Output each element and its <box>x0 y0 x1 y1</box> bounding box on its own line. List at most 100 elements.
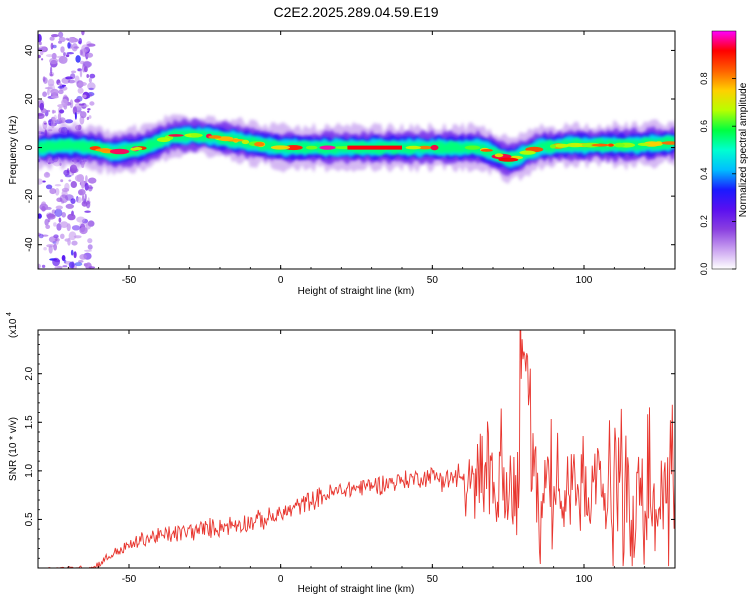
colorbar-tick-label: 0.0 <box>699 263 709 276</box>
spectrogram-noise-blob <box>42 120 48 130</box>
spectrogram-peak <box>614 142 625 148</box>
spectrogram-noise-blob <box>78 190 83 196</box>
spectrogram-noise-blob <box>74 112 77 120</box>
spectrogram-noise-blob <box>58 82 61 85</box>
spectrogram-peak <box>549 144 557 149</box>
y-tick-label: 20 <box>24 93 35 105</box>
spectrogram-noise-blob <box>45 224 51 229</box>
spectrogram-noise-blob <box>58 57 64 63</box>
y-tick-label: 1.5 <box>24 415 35 429</box>
spectrogram-noise-blob <box>57 85 65 89</box>
chart-title: C2E2.2025.289.04.59.E19 <box>273 4 438 20</box>
y-tick-label: 0 <box>24 144 35 150</box>
x-tick-label: 100 <box>576 275 593 286</box>
x-tick-label: 0 <box>278 574 284 585</box>
spectrogram-noise-blob <box>50 42 54 50</box>
spectrogram-noise-blob <box>45 184 53 190</box>
colorbar: 0.0 0.2 0.4 0.6 0.8 Normalized spectral ampl… <box>699 30 749 276</box>
spectrogram-noise-blob <box>86 93 93 98</box>
spectrogram-noise-blob <box>46 54 54 58</box>
spectrogram-noise-blob <box>88 266 96 269</box>
spectrogram-noise-blob <box>38 233 44 239</box>
spectrogram-noise-blob <box>47 88 50 96</box>
spectrogram-noise-blob <box>38 213 42 219</box>
spectrogram-noise-blob <box>68 37 76 43</box>
spectrogram-noise-blob <box>49 73 53 77</box>
spectrogram-noise-blob <box>88 87 94 90</box>
spectrogram-noise-blob <box>42 91 47 97</box>
spectrogram-noise-blob <box>62 265 68 268</box>
spectrogram-noise-blob <box>88 77 92 83</box>
spectrogram-panel: -50 0 50 100 -40 -20 0 20 40 Height of straight… <box>8 30 676 297</box>
spectrogram-peak <box>218 136 234 142</box>
spectrogram-noise-blob <box>70 198 76 205</box>
spectrogram-noise-blob <box>61 98 68 107</box>
spectrogram-noise-blob <box>39 102 44 111</box>
spectrogram-noise-blob <box>78 103 85 106</box>
spectrogram-noise-blob <box>71 70 77 74</box>
spectrogram-noise-blob <box>86 43 96 47</box>
spectrogram-strong-segment <box>347 145 402 150</box>
spectrogram-noise-blob <box>63 52 66 57</box>
spectrogram-noise-blob <box>47 109 51 113</box>
snr-y-multiplier-base: (x10 <box>8 318 19 338</box>
spectrogram-peak <box>480 149 493 152</box>
spectrogram-noise-blob <box>42 180 46 183</box>
x-tick-label: 50 <box>427 574 439 585</box>
spectrogram-peak <box>519 150 536 155</box>
spectrogram-noise-blob <box>70 181 78 188</box>
y-tick-label: -40 <box>24 237 35 252</box>
spectrogram-noise-blob <box>70 73 76 80</box>
spectrogram-noise-blob <box>53 222 57 227</box>
spectrogram-noise-blob <box>51 52 57 60</box>
spectrogram-noise-blob <box>59 117 66 124</box>
spectrogram-noise-blob <box>38 263 41 269</box>
spectrogram-noise-blob <box>84 182 89 191</box>
spectrogram-noise-blob <box>47 78 55 87</box>
spectrogram-peak <box>168 134 184 137</box>
spectrogram-noise-blob <box>50 95 59 99</box>
spectrogram-noise-blob <box>44 218 49 226</box>
colorbar-tick-label: 0.8 <box>699 72 709 85</box>
spectrogram-noise-blob <box>77 81 87 87</box>
spectrogram-noise-blob <box>64 238 70 242</box>
spectrogram-peak <box>270 145 290 150</box>
spectrogram-noise-blob <box>81 44 90 53</box>
spectrogram-noise-blob <box>67 79 76 84</box>
spectrogram-noise-blob <box>38 34 42 43</box>
spectrogram-noise-blob <box>51 34 59 38</box>
spectrogram-noise-blob <box>81 201 88 207</box>
spectrogram-noise-blob <box>61 255 66 261</box>
spectrogram-peak <box>95 148 112 152</box>
spectrogram-noise-blob <box>53 243 57 251</box>
spectrogram-x-ticks: -50 0 50 100 <box>37 31 676 286</box>
spectrogram-noise-blob <box>87 82 96 91</box>
spectrogram-noise-blob <box>49 57 59 65</box>
snr-y-multiplier-exponent: 4 <box>6 312 13 316</box>
x-tick-label: -50 <box>122 275 137 286</box>
spectrogram-noise-blob <box>87 92 95 97</box>
spectrogram-peak <box>637 142 651 146</box>
spectrogram-peak <box>591 143 610 147</box>
spectrogram-noise-blob <box>58 36 66 43</box>
spectrogram-noise-blob <box>75 55 81 63</box>
spectrogram-noise-blob <box>87 108 91 111</box>
spectrogram-peak <box>241 139 250 145</box>
spectrogram-peak <box>133 147 143 151</box>
spectrogram-peak <box>417 145 433 150</box>
x-tick-label: 50 <box>427 275 439 286</box>
spectrogram-noise-blob <box>44 87 54 90</box>
spectrogram-noise-blob <box>50 66 53 75</box>
spectrogram-peak <box>494 153 504 158</box>
spectrogram-noise-blob <box>54 184 62 187</box>
x-tick-label: 0 <box>278 275 284 286</box>
spectrogram-plot-frame <box>37 30 676 270</box>
spectrogram-noise-blob <box>65 203 75 209</box>
snr-y-multiplier: (x10 4 <box>6 312 19 338</box>
spectrogram-noise-blob <box>71 240 78 246</box>
spectrogram-noise-blob <box>48 245 53 254</box>
spectrogram-noise-blob <box>73 46 80 49</box>
spectrogram-noise-blob <box>83 249 93 252</box>
spectrogram-noise-blob <box>60 46 65 53</box>
spectrogram-noise-blob <box>54 208 63 217</box>
